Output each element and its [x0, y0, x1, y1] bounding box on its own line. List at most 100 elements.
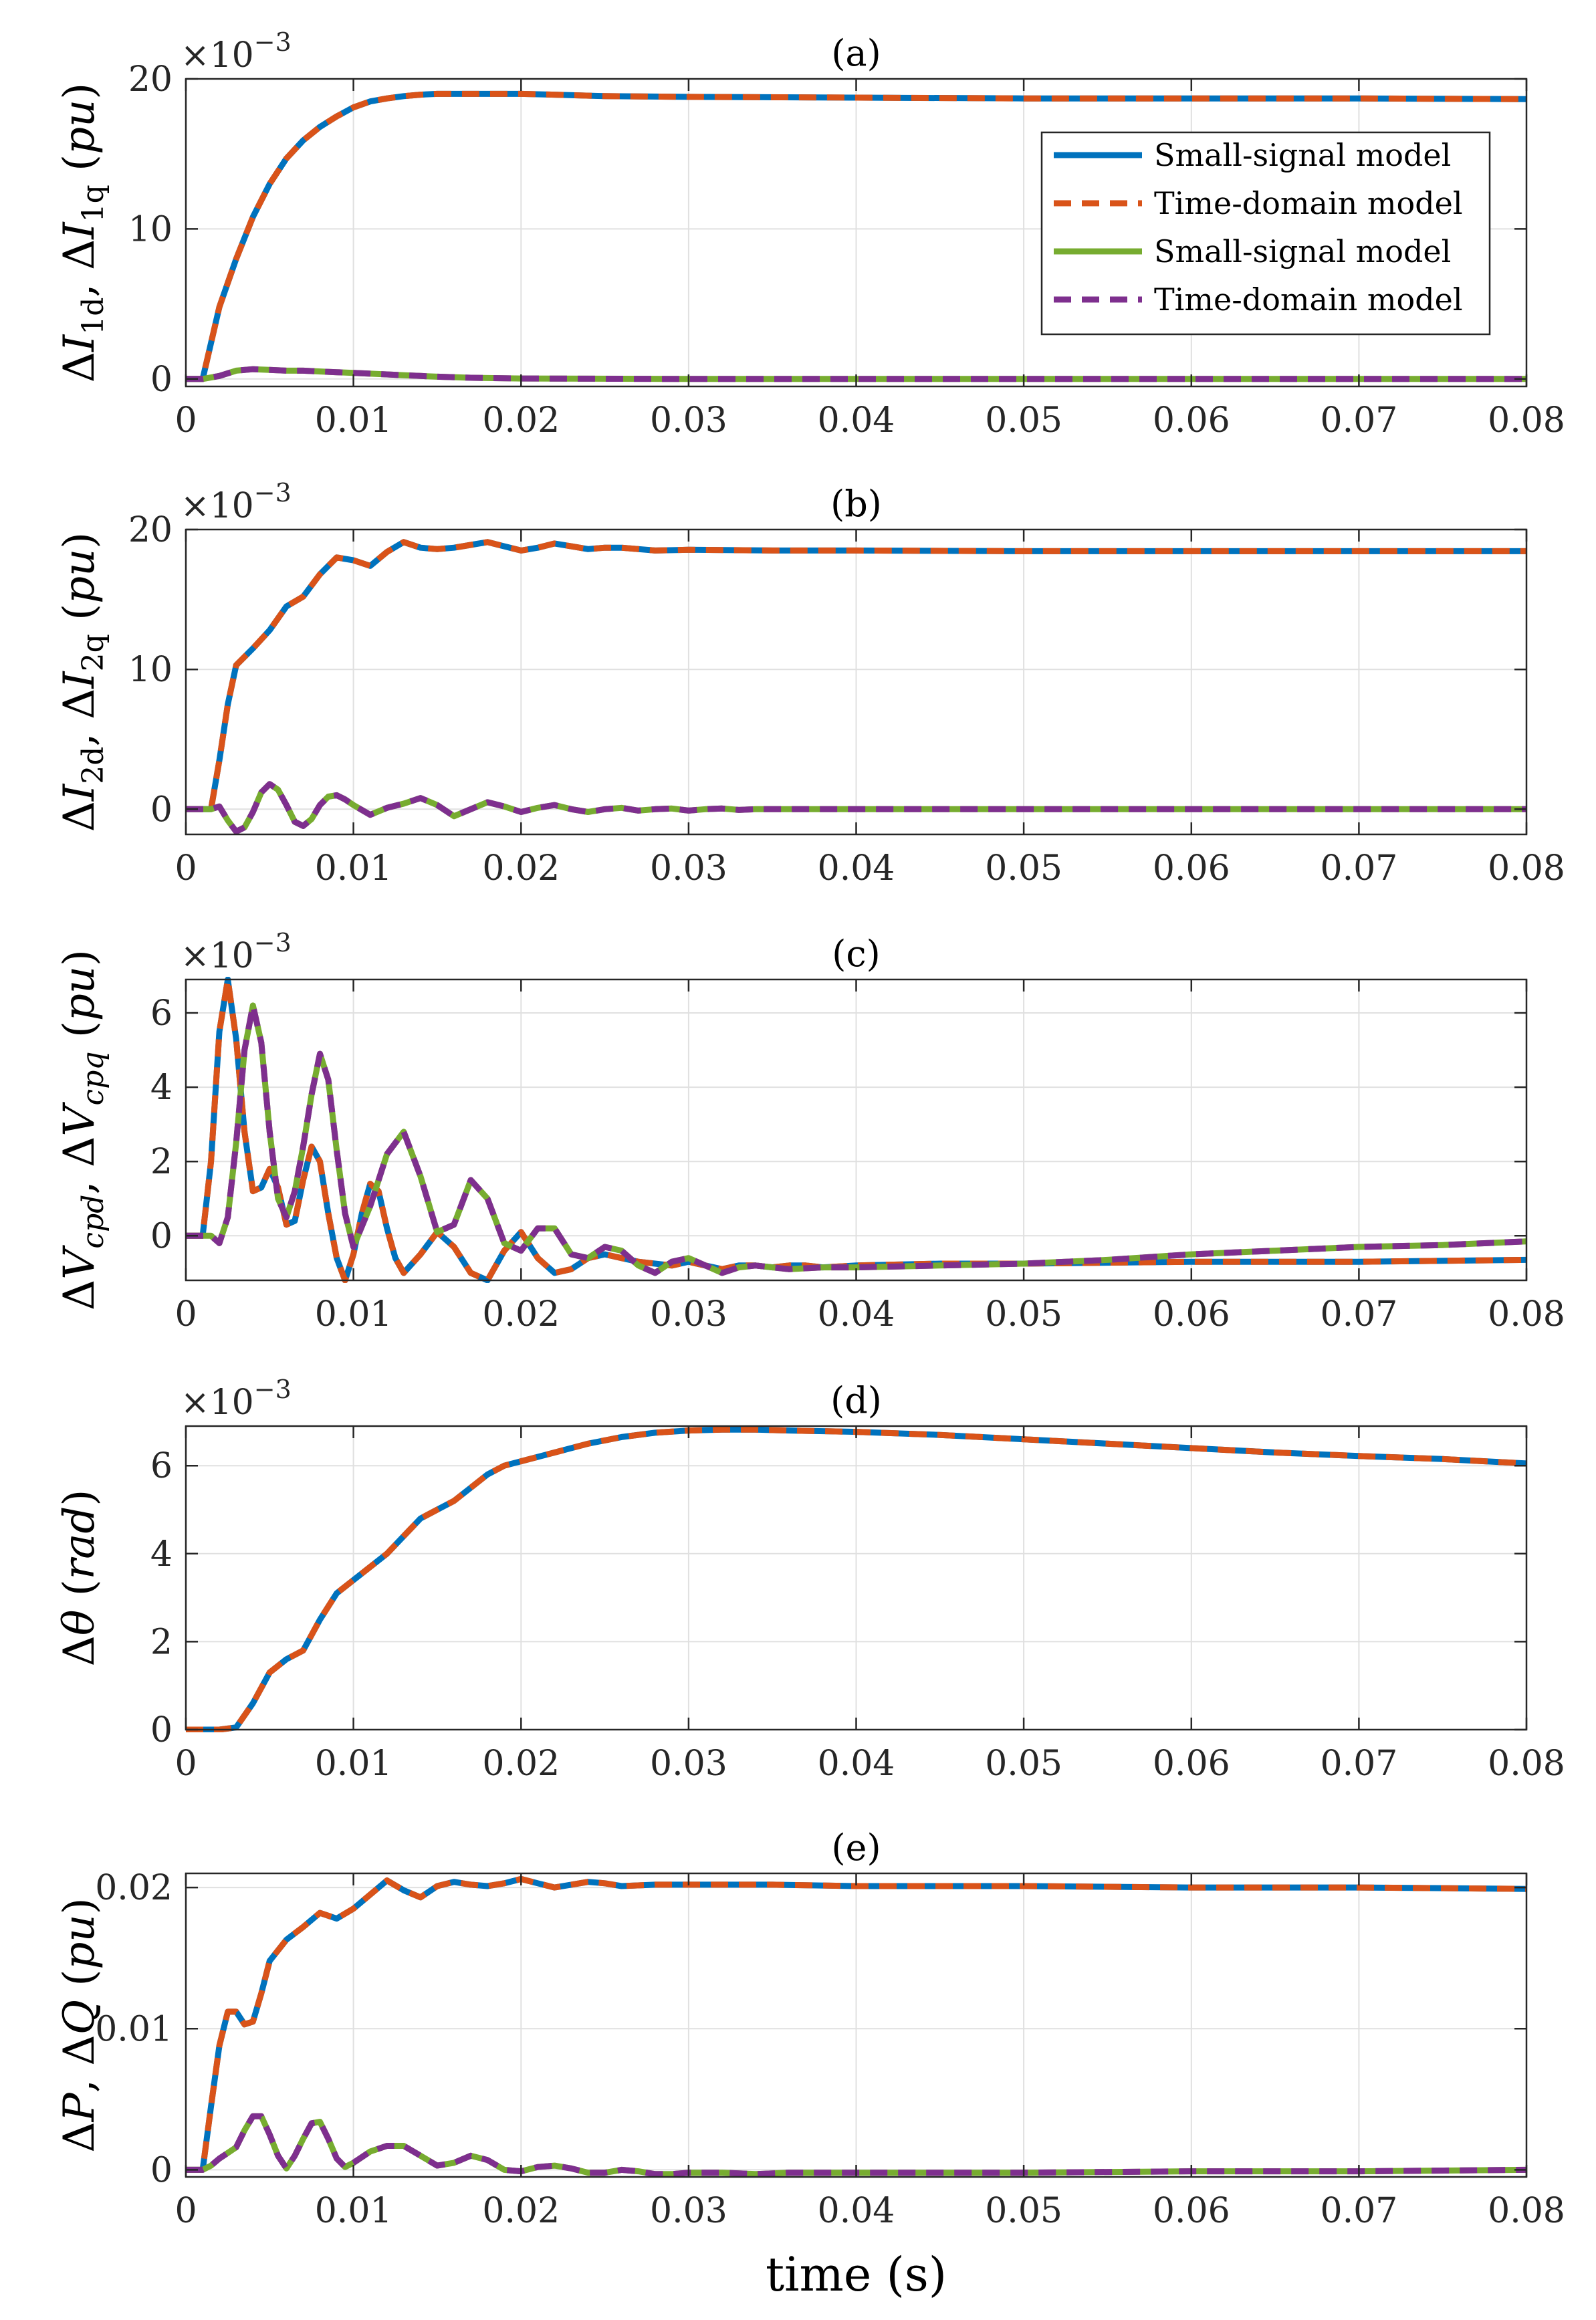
series-line-2 — [186, 1426, 1526, 1732]
y-tick-label: 0 — [150, 1216, 173, 1256]
y-tick-label: 10 — [128, 209, 173, 249]
y-tick-label: 4 — [150, 1534, 173, 1575]
series-group — [186, 539, 1526, 835]
axis-multiplier: ×10−3 — [181, 478, 292, 526]
x-tick-label: 0.03 — [650, 2191, 727, 2231]
x-tick-label: 0 — [175, 1294, 197, 1335]
series-line-3 — [186, 1002, 1526, 1276]
panel-title: (e) — [831, 1827, 881, 1869]
x-tick-label: 0.07 — [1321, 848, 1398, 889]
series-group — [186, 977, 1526, 1283]
x-tick-label: 0.04 — [818, 848, 895, 889]
panel-title: (c) — [832, 933, 880, 975]
y-tick-label: 0.02 — [95, 1868, 173, 1908]
x-axis-label: time (s) — [766, 2247, 947, 2302]
x-tick-label: 0.04 — [818, 2191, 895, 2231]
x-tick-label: 0.05 — [985, 1744, 1062, 1784]
x-tick-label: 0.02 — [482, 1744, 560, 1784]
y-tick-label: 10 — [128, 650, 173, 690]
series-group — [186, 1875, 1526, 2178]
x-tick-label: 0.04 — [818, 1744, 895, 1784]
x-tick-label: 0.07 — [1321, 2191, 1398, 2231]
x-tick-label: 0.01 — [315, 1744, 392, 1784]
x-tick-label: 0.06 — [1153, 848, 1230, 889]
y-tick-label: 20 — [128, 510, 173, 550]
x-tick-label: 0.02 — [482, 848, 560, 889]
x-tick-label: 0.06 — [1153, 1744, 1230, 1784]
y-axis-label: ΔVcpd, ΔVcpq (pu) — [55, 949, 110, 1310]
y-tick-label: 0 — [150, 1710, 173, 1750]
y-tick-label: 4 — [150, 1068, 173, 1108]
y-tick-label: 0.01 — [95, 2009, 173, 2049]
x-tick-label: 0.04 — [818, 1294, 895, 1335]
y-axis-label: ΔP, ΔQ (pu) — [55, 1897, 104, 2152]
x-tick-label: 0.07 — [1321, 1294, 1398, 1335]
panel-2: 0 0.01 0.02 0.03 0.04 0.05 0.06 0.07 0.08 0 10 20 (b… — [55, 478, 1565, 889]
x-tick-label: 0 — [175, 848, 197, 889]
x-tick-label: 0.06 — [1153, 400, 1230, 441]
x-tick-label: 0.01 — [315, 2191, 392, 2231]
x-tick-label: 0 — [175, 400, 197, 441]
legend-label-2: Time-domain model — [1154, 185, 1463, 221]
series-line-4 — [186, 781, 1526, 835]
y-tick-label: 0 — [150, 360, 173, 400]
y-tick-label: 2 — [150, 1622, 173, 1662]
panel-title: (d) — [830, 1379, 882, 1421]
series-line-2 — [186, 977, 1526, 1283]
series-line-2 — [186, 90, 1526, 382]
x-tick-label: 0.03 — [650, 1744, 727, 1784]
x-tick-label: 0.02 — [482, 2191, 560, 2231]
x-tick-label: 0.08 — [1488, 1294, 1565, 1335]
x-tick-label: 0 — [175, 1744, 197, 1784]
panel-1: 0 0.01 0.02 0.03 0.04 0.05 0.06 0.07 0.08 0 10 20 (a… — [55, 27, 1565, 441]
x-tick-label: 0.04 — [818, 400, 895, 441]
x-tick-label: 0.08 — [1488, 2191, 1565, 2231]
x-tick-label: 0.01 — [315, 1294, 392, 1335]
legend-label-3: Small-signal model — [1154, 233, 1451, 269]
x-tick-label: 0.07 — [1321, 400, 1398, 441]
x-tick-label: 0.08 — [1488, 1744, 1565, 1784]
series-group — [186, 1426, 1526, 1732]
y-tick-label: 0 — [150, 2150, 173, 2190]
legend-label-1: Small-signal model — [1154, 137, 1451, 173]
axis-multiplier: ×10−3 — [181, 27, 292, 76]
series-line-2 — [186, 1875, 1526, 2173]
x-tick-label: 0.06 — [1153, 2191, 1230, 2231]
x-tick-label: 0.01 — [315, 848, 392, 889]
x-tick-label: 0.06 — [1153, 1294, 1230, 1335]
x-tick-label: 0.03 — [650, 1294, 727, 1335]
grid — [186, 979, 1526, 1280]
axis-multiplier: ×10−3 — [181, 928, 292, 976]
y-tick-label: 6 — [150, 1446, 173, 1486]
x-tick-label: 0.08 — [1488, 848, 1565, 889]
y-axis-label: ΔI2d, ΔI2q (pu) — [55, 532, 110, 832]
panel-3: 0 0.01 0.02 0.03 0.04 0.05 0.06 0.07 0.08 0 2 4 6 (c)… — [55, 928, 1565, 1335]
legend-label-4: Time-domain model — [1154, 281, 1463, 318]
x-tick-label: 0.05 — [985, 848, 1062, 889]
series-line-2 — [186, 539, 1526, 812]
y-axis-label: Δθ (rad) — [55, 1490, 104, 1667]
x-tick-label: 0.07 — [1321, 1744, 1398, 1784]
x-tick-label: 0.03 — [650, 400, 727, 441]
x-tick-label: 0.05 — [985, 400, 1062, 441]
series-group — [186, 90, 1526, 382]
series-line-4 — [186, 366, 1526, 382]
x-tick-label: 0.01 — [315, 400, 392, 441]
x-tick-label: 0.08 — [1488, 400, 1565, 441]
y-tick-label: 20 — [128, 60, 173, 100]
axis-multiplier: ×10−3 — [181, 1375, 292, 1423]
y-tick-label: 0 — [150, 790, 173, 830]
x-tick-label: 0.02 — [482, 400, 560, 441]
x-tick-label: 0 — [175, 2191, 197, 2231]
x-tick-label: 0.05 — [985, 1294, 1062, 1335]
grid — [186, 1426, 1526, 1730]
y-tick-label: 2 — [150, 1142, 173, 1182]
x-tick-label: 0.02 — [482, 1294, 560, 1335]
panel-title: (a) — [831, 32, 881, 74]
x-tick-label: 0.05 — [985, 2191, 1062, 2231]
panel-5: 0 0.01 0.02 0.03 0.04 0.05 0.06 0.07 0.08 0 0.01 0.… — [55, 1827, 1565, 2302]
series-line-4 — [186, 2113, 1526, 2178]
y-axis-label: ΔI1d, ΔI1q (pu) — [55, 83, 110, 383]
panel-title: (b) — [830, 483, 882, 525]
